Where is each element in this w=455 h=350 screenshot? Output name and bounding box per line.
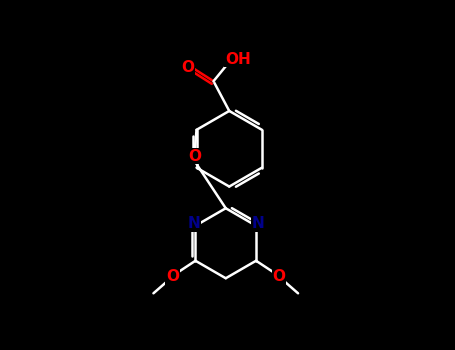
Text: N: N [187,217,200,231]
Text: OH: OH [225,52,251,66]
Text: O: O [182,61,194,75]
Text: O: O [188,149,201,163]
Text: O: O [166,269,179,284]
Text: N: N [252,217,264,231]
Text: O: O [272,269,285,284]
